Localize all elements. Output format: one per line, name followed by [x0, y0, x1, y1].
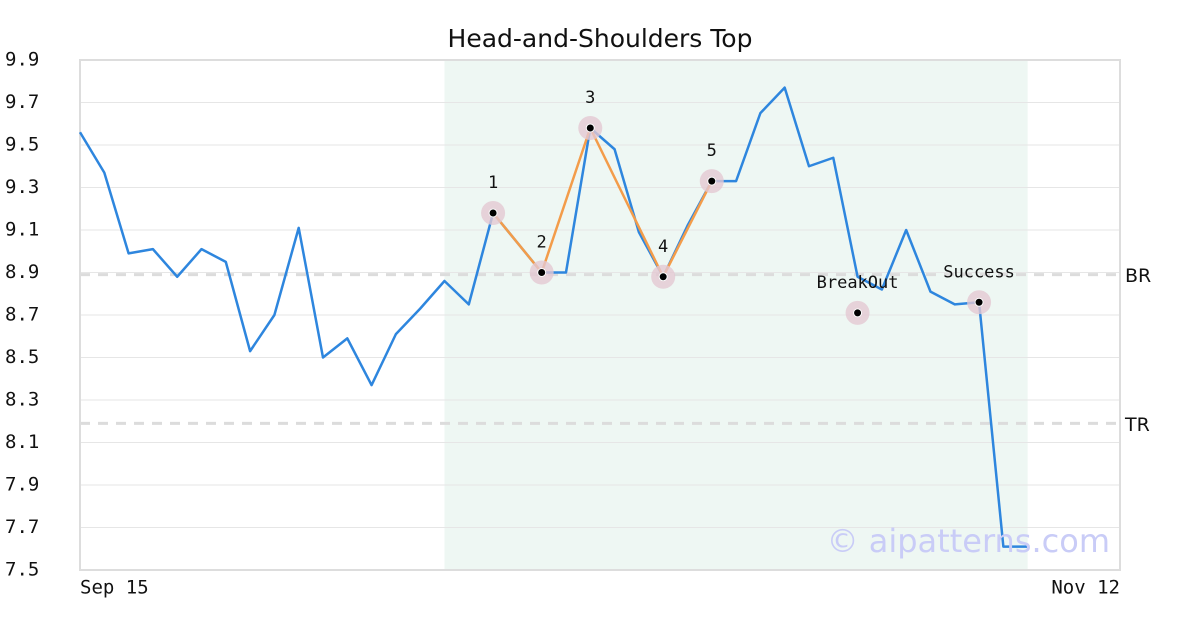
plot-frame	[79, 59, 1121, 571]
pattern-point-dot	[707, 176, 717, 186]
pattern-point-label: 4	[658, 237, 668, 257]
pattern-point-dot	[488, 208, 498, 218]
x-tick-label: Sep 15	[80, 577, 149, 599]
y-tick-label: 9.1	[5, 219, 39, 241]
pattern-point-dot	[658, 272, 668, 282]
y-tick-label: 8.9	[5, 261, 39, 283]
x-tick-label: Nov 12	[1051, 577, 1120, 599]
y-tick-label: 9.7	[5, 91, 39, 113]
y-tick-label: 7.5	[5, 559, 39, 581]
price-line	[78, 86, 1028, 548]
y-tick-label: 7.7	[5, 516, 39, 538]
y-tick-label: 9.5	[5, 134, 39, 156]
y-tick-label: 8.7	[5, 304, 39, 326]
watermark: © aipatterns.com	[827, 522, 1110, 560]
y-tick-label: 8.5	[5, 346, 39, 368]
signal-point-label: Success	[943, 262, 1015, 282]
y-tick-label: 8.3	[5, 389, 39, 411]
pattern-point-label: 2	[537, 233, 547, 253]
y-tick-label: 9.9	[5, 49, 39, 71]
pattern-point-dot	[585, 123, 595, 133]
chart-title: Head-and-Shoulders Top	[448, 24, 753, 53]
pattern-point-label: 1	[488, 173, 498, 193]
pattern-point-dot	[537, 268, 547, 277]
signal-point-label: BreakOut	[817, 273, 899, 293]
y-tick-label: 8.1	[5, 431, 39, 453]
signal-point-dot	[853, 308, 863, 318]
y-tick-label: 7.9	[5, 474, 39, 496]
level-label: TR	[1124, 414, 1150, 436]
pattern-point-label: 3	[585, 88, 595, 108]
y-tick-label: 9.3	[5, 176, 39, 198]
pattern-point-label: 5	[707, 141, 717, 161]
signal-point-dot	[974, 297, 984, 307]
level-label: BR	[1125, 265, 1151, 287]
